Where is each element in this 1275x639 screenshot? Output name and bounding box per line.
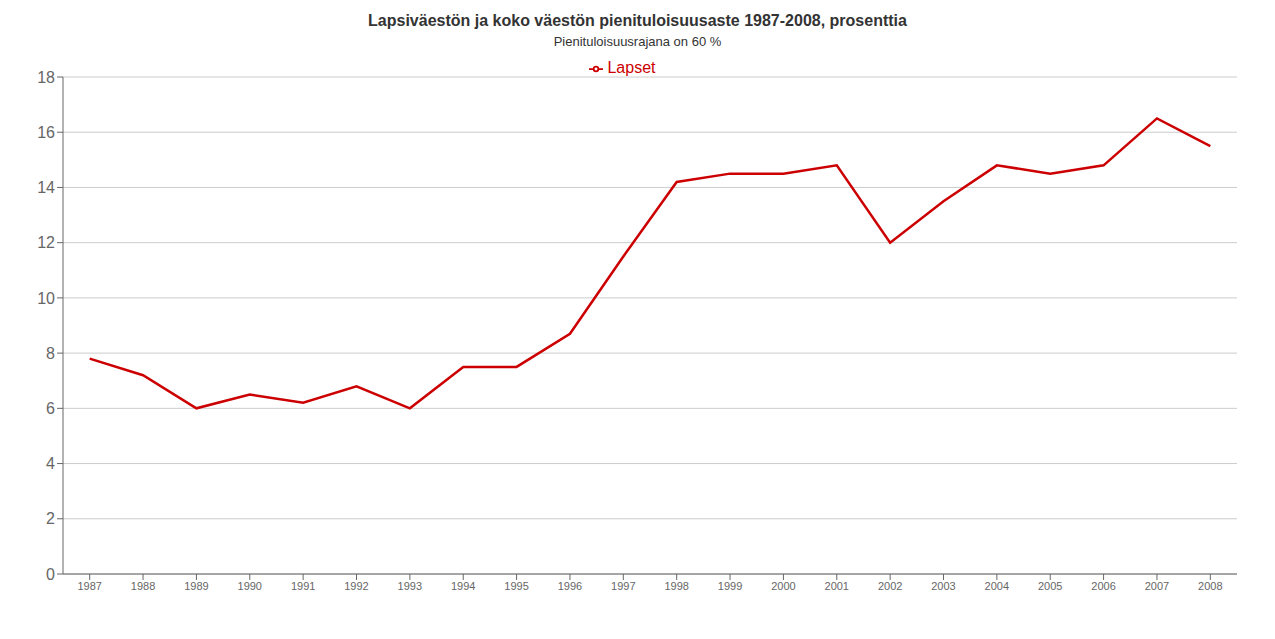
svg-text:1992: 1992 xyxy=(344,580,368,592)
svg-text:2000: 2000 xyxy=(771,580,795,592)
svg-text:1996: 1996 xyxy=(558,580,582,592)
svg-text:1990: 1990 xyxy=(238,580,262,592)
svg-text:0: 0 xyxy=(46,566,55,583)
svg-text:1989: 1989 xyxy=(184,580,208,592)
svg-text:2: 2 xyxy=(46,510,55,527)
svg-text:1987: 1987 xyxy=(77,580,101,592)
svg-text:14: 14 xyxy=(37,179,55,196)
svg-text:4: 4 xyxy=(46,455,55,472)
html-text:Lapset: Lapset xyxy=(607,59,656,76)
html-text:Lapsiväestön ja koko väestön p: Lapsiväestön ja koko väestön pienitulois… xyxy=(368,12,907,29)
html-text:Pienituloisuusrajana on 60 %: Pienituloisuusrajana on 60 % xyxy=(553,34,722,49)
svg-text:2001: 2001 xyxy=(825,580,849,592)
svg-text:2005: 2005 xyxy=(1038,580,1062,592)
svg-text:2004: 2004 xyxy=(985,580,1009,592)
svg-text:1995: 1995 xyxy=(504,580,528,592)
svg-text:1999: 1999 xyxy=(718,580,742,592)
svg-text:1988: 1988 xyxy=(131,580,155,592)
svg-text:2002: 2002 xyxy=(878,580,902,592)
svg-text:2008: 2008 xyxy=(1198,580,1222,592)
svg-text:2006: 2006 xyxy=(1091,580,1115,592)
svg-text:1998: 1998 xyxy=(664,580,688,592)
svg-text:2007: 2007 xyxy=(1145,580,1169,592)
svg-text:12: 12 xyxy=(37,234,55,251)
svg-text:1993: 1993 xyxy=(398,580,422,592)
svg-text:1994: 1994 xyxy=(451,580,475,592)
svg-text:8: 8 xyxy=(46,345,55,362)
svg-text:6: 6 xyxy=(46,400,55,417)
svg-text:10: 10 xyxy=(37,290,55,307)
svg-text:16: 16 xyxy=(37,124,55,141)
svg-text:2003: 2003 xyxy=(931,580,955,592)
svg-text:18: 18 xyxy=(37,69,55,86)
svg-text:1997: 1997 xyxy=(611,580,635,592)
svg-text:1991: 1991 xyxy=(291,580,315,592)
